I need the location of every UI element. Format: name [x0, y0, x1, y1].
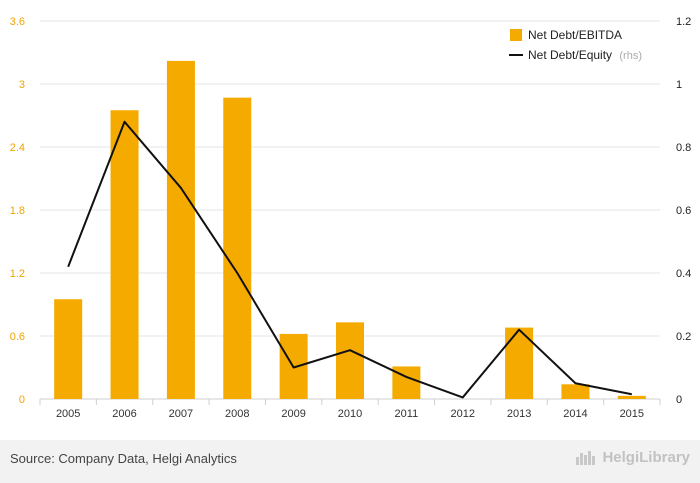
- bar-series: [54, 60, 646, 400]
- x-tick-label: 2006: [112, 408, 136, 420]
- x-tick-label: 2008: [225, 408, 249, 420]
- x-tick-label: 2013: [507, 408, 531, 420]
- x-tick-label: 2005: [56, 408, 80, 420]
- y-left-tick-label: 3: [19, 79, 25, 91]
- line-series: [67, 120, 633, 399]
- gridlines: [40, 20, 660, 400]
- x-tick-label: 2012: [450, 408, 474, 420]
- y-right-tick-label: 0.6: [676, 205, 691, 217]
- y-axis-right: 0 0.2 0.4 0.6 0.8 1 1.2: [676, 16, 691, 406]
- x-tick-label: 2011: [395, 408, 419, 420]
- bar-2006: [110, 110, 139, 399]
- y-left-tick-label: 2.4: [10, 142, 25, 154]
- bar-2007: [166, 60, 195, 400]
- chart: 0 0.6 1.2 1.8 2.4 3 3.6 0 0.2 0.4 0.6 0.8 1 1.2 2005…: [10, 16, 692, 420]
- x-axis: 2005 2006 2007 2008 2009 2010 2011 2012 2013 2014…: [39, 399, 661, 420]
- bar-2008: [223, 97, 252, 400]
- brand-name: HelgiLibrary: [602, 449, 690, 466]
- bar-2014: [561, 384, 590, 399]
- legend-label-line: Net Debt/Equity: [528, 48, 612, 62]
- y-left-tick-label: 1.2: [10, 268, 25, 280]
- x-tick-label: 2010: [338, 408, 362, 420]
- bar-2015: [617, 395, 646, 399]
- y-left-tick-label: 1.8: [10, 205, 25, 217]
- y-right-tick-label: 0.2: [676, 331, 691, 343]
- y-right-tick-label: 1: [676, 79, 682, 91]
- legend: Net Debt/EBITDA Net Debt/Equity (rhs): [509, 28, 642, 62]
- brand-logo[interactable]: HelgiLibrary: [575, 449, 690, 466]
- bar-2010: [336, 322, 364, 399]
- x-tick-label: 2014: [563, 408, 587, 420]
- y-left-tick-label: 0: [19, 394, 25, 406]
- y-right-tick-label: 1.2: [676, 16, 691, 28]
- bar-2005: [54, 299, 83, 399]
- svg-text:Net Debt/Equity (rhs): Net Debt/Equity (rhs): [528, 48, 642, 62]
- source-text: Source: Company Data, Helgi Analytics: [10, 451, 237, 466]
- legend-label-bar: Net Debt/EBITDA: [528, 28, 622, 42]
- y-right-tick-label: 0.4: [676, 268, 691, 280]
- y-right-tick-label: 0: [676, 394, 682, 406]
- y-left-tick-label: 3.6: [10, 16, 25, 28]
- city-skyline-icon: [576, 450, 596, 465]
- x-tick-label: 2007: [169, 408, 193, 420]
- y-left-tick-label: 0.6: [10, 331, 25, 343]
- legend-rhs-note: (rhs): [619, 50, 642, 62]
- legend-swatch-bar: [510, 29, 522, 41]
- x-tick-label: 2015: [620, 408, 644, 420]
- y-right-tick-label: 0.8: [676, 142, 691, 154]
- x-tick-label: 2009: [281, 408, 305, 420]
- y-axis-left: 0 0.6 1.2 1.8 2.4 3 3.6: [10, 16, 25, 406]
